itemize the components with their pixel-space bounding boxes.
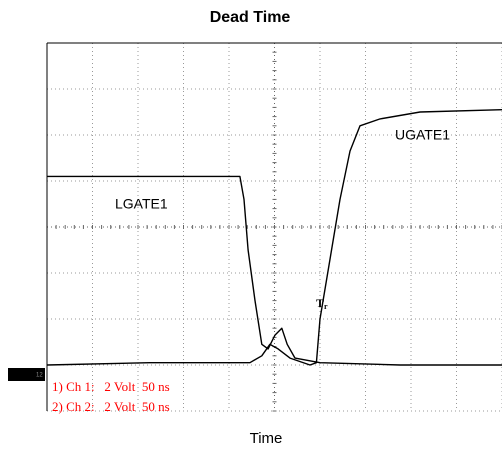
trace	[47, 175, 502, 366]
ground-marker	[8, 368, 45, 381]
channel-label: 1) Ch 1: 2 Volt 50 ns	[52, 379, 170, 394]
annotation: Tr	[316, 296, 328, 311]
annotation-subscript: r	[324, 302, 328, 311]
grid	[46, 42, 502, 412]
trace	[46, 109, 502, 366]
series-label: UGATE1	[395, 127, 450, 143]
chart-title: Dead Time	[210, 9, 291, 26]
x-axis-label: Time	[250, 430, 283, 447]
series-label: LGATE1	[115, 196, 168, 212]
annotation-text: T	[316, 296, 324, 310]
channel-label: 2) Ch 2: 2 Volt 50 ns	[52, 399, 170, 414]
ground-marker-label: 12	[36, 373, 43, 379]
